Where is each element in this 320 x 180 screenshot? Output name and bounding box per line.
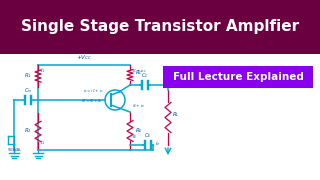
Text: SIGNAL: SIGNAL (8, 148, 22, 152)
Text: $i_B = i_B + i_b$: $i_B = i_B + i_b$ (81, 97, 102, 105)
Text: $R_2$: $R_2$ (24, 127, 32, 135)
Text: $C_C$: $C_C$ (141, 71, 149, 80)
Text: Full Lecture Explained: Full Lecture Explained (172, 72, 303, 82)
Text: $C_E$: $C_E$ (144, 131, 152, 140)
Text: $C_{in}$: $C_{in}$ (24, 86, 32, 95)
Text: $i_C+i_{cc}$: $i_C+i_{cc}$ (132, 67, 147, 75)
FancyBboxPatch shape (163, 66, 313, 88)
Text: $R_L$: $R_L$ (172, 111, 180, 120)
Text: $+V_{CC}$: $+V_{CC}$ (76, 53, 92, 62)
Text: $i_1$: $i_1$ (40, 67, 45, 75)
Bar (0, 54, 320, 180)
Text: $R_1$: $R_1$ (24, 71, 32, 80)
Text: $i_e$: $i_e$ (155, 139, 160, 148)
Text: $R_E$: $R_E$ (135, 127, 143, 135)
Text: $R_C$: $R_C$ (135, 69, 143, 77)
Text: $i_E + i_e$: $i_E + i_e$ (132, 102, 145, 110)
Text: $i_1$: $i_1$ (40, 139, 45, 147)
Text: $i_c = i_C + i_c$: $i_c = i_C + i_c$ (83, 87, 104, 95)
Text: $i_E$: $i_E$ (132, 132, 138, 141)
Text: Single Stage Transistor Amplfier: Single Stage Transistor Amplfier (21, 19, 299, 35)
Bar (0, 0, 320, 54)
